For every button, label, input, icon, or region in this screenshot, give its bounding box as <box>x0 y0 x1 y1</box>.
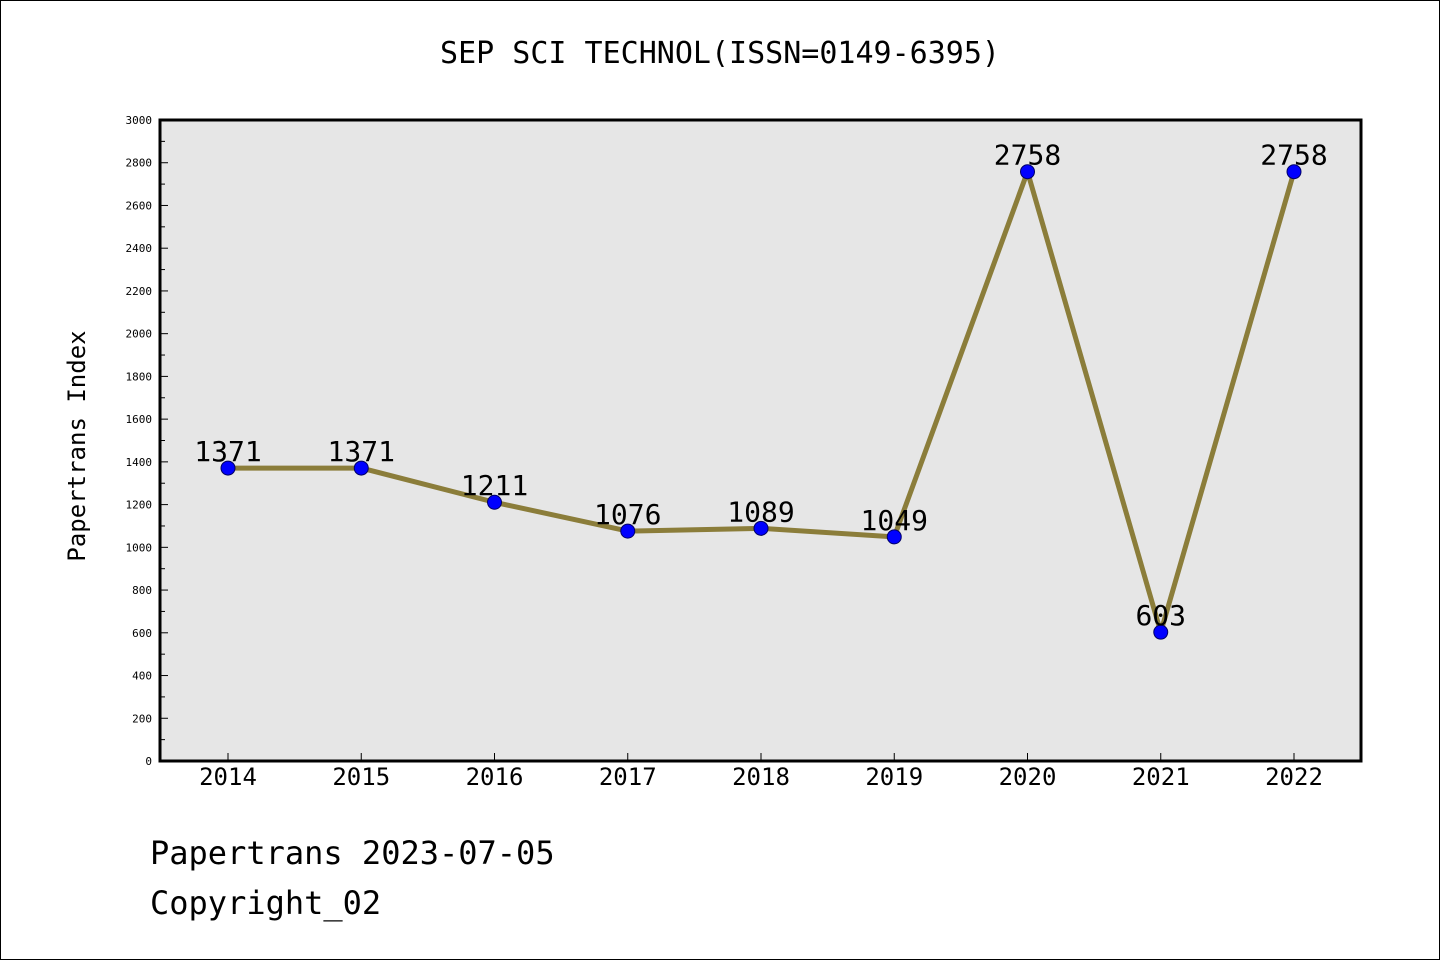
x-tick-label: 2017 <box>599 763 657 791</box>
y-tick-label: 2600 <box>126 199 153 212</box>
y-tick-label: 2800 <box>126 157 153 170</box>
chart-title: SEP SCI TECHNOL(ISSN=0149-6395) <box>440 36 1000 71</box>
y-axis: 0 200 400 600 800 1000 1200 1400 1600 1800 2000 220… <box>126 114 168 768</box>
y-tick-label: 1200 <box>126 499 153 512</box>
data-point-marker <box>620 523 636 539</box>
data-point-marker <box>353 460 369 476</box>
x-axis: 2014 2015 2016 2017 2018 2019 2020 2021 2022 <box>199 753 1323 791</box>
data-label: 2758 <box>994 139 1061 172</box>
y-tick-label: 200 <box>132 712 152 725</box>
data-point-marker <box>487 494 502 510</box>
y-tick-label: 2400 <box>126 242 153 255</box>
data-point-marker <box>1020 164 1035 180</box>
y-tick-label: 1000 <box>126 541 153 554</box>
x-tick-label: 2020 <box>999 763 1057 791</box>
data-label: 2758 <box>1260 139 1327 172</box>
x-tick-label: 2019 <box>865 763 923 791</box>
data-label: 1371 <box>328 435 395 468</box>
data-point-marker <box>1286 164 1302 180</box>
x-tick-label: 2018 <box>732 763 790 791</box>
data-label: 1371 <box>194 435 261 468</box>
y-tick-label: 2200 <box>126 285 153 298</box>
data-label: 1049 <box>861 504 928 537</box>
data-point-marker <box>220 460 236 476</box>
data-point-marker <box>753 520 769 536</box>
series-layer: 1371 1371 1211 1076 1089 1049 2758 603 2758 <box>194 139 1328 640</box>
data-label: 1211 <box>461 469 528 502</box>
x-tick-label: 2014 <box>199 763 257 791</box>
y-tick-label: 800 <box>132 584 152 597</box>
y-tick-label: 1400 <box>126 456 153 469</box>
y-tick-label: 400 <box>132 670 152 683</box>
data-point-marker <box>1153 624 1169 640</box>
x-tick-label: 2016 <box>466 763 524 791</box>
y-tick-label: 600 <box>132 627 152 640</box>
y-tick-label: 0 <box>145 755 152 768</box>
y-tick-label: 3000 <box>126 114 153 127</box>
x-tick-label: 2022 <box>1265 763 1323 791</box>
data-label: 1076 <box>594 498 661 531</box>
x-tick-label: 2021 <box>1132 763 1190 791</box>
y-tick-label: 2000 <box>126 328 153 341</box>
y-tick-label: 1600 <box>126 413 153 426</box>
data-label: 603 <box>1135 599 1186 632</box>
data-point-marker <box>886 529 902 545</box>
footer-date-text: Papertrans 2023-07-05 <box>150 834 555 872</box>
y-tick-label: 1800 <box>126 370 153 383</box>
y-axis-title: Papertrans Index <box>63 330 91 561</box>
x-tick-label: 2015 <box>332 763 390 791</box>
footer-copyright-text: Copyright_02 <box>150 884 382 922</box>
data-label: 1089 <box>727 495 794 528</box>
plot-area <box>158 118 1363 763</box>
